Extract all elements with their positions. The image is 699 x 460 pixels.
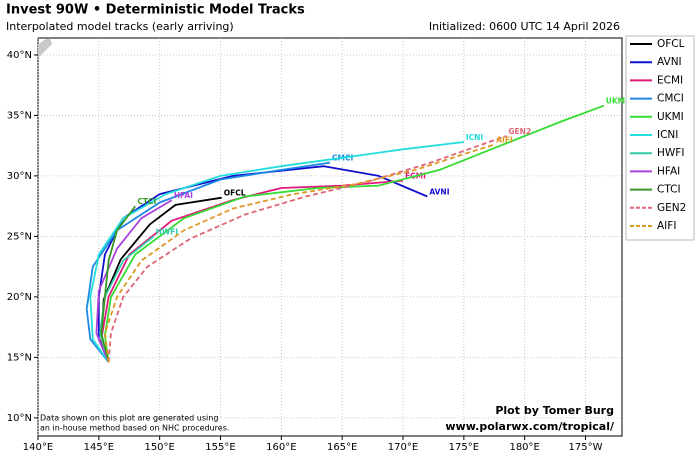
legend-label: UKMI [657, 111, 684, 123]
disclaimer: an in-house method based on NHC procedur… [40, 424, 229, 433]
track-end-label: OFCL [224, 189, 246, 198]
track-line [104, 104, 605, 363]
y-tick-label: 30°N [7, 171, 32, 182]
legend-label: ECMI [657, 74, 683, 86]
y-tick-label: 35°N [7, 110, 32, 121]
track-end-label: AIFI [496, 135, 513, 144]
y-tick-label: 40°N [7, 50, 32, 61]
legend-label: AVNI [657, 56, 682, 68]
track-end-label: GEN2 [508, 127, 531, 136]
track-end-label: CTCI [137, 197, 156, 206]
land [38, 38, 52, 58]
x-tick-label: 160°E [266, 442, 296, 453]
track-line [100, 179, 404, 363]
legend [625, 35, 695, 241]
x-tick-label: 155°E [205, 442, 235, 453]
track-line [104, 143, 495, 363]
y-tick-label: 25°N [7, 231, 32, 242]
chart-subtitle: Interpolated model tracks (early arrivin… [6, 20, 234, 33]
legend-label: HFAI [657, 165, 680, 177]
legend-label: OFCL [657, 38, 685, 50]
track-end-label: ICNI [466, 133, 484, 142]
legend-label: CTCI [657, 184, 681, 196]
x-tick-label: 150°E [144, 442, 174, 453]
chart-title: Invest 90W • Deterministic Model Tracks [6, 3, 305, 18]
legend-label: ICNI [657, 129, 678, 141]
track-end-label: UKMI [606, 97, 628, 106]
track-line [107, 135, 507, 363]
x-tick-label: 180°E [509, 442, 539, 453]
y-tick-label: 20°N [7, 292, 32, 303]
credit: Plot by Tomer Burg [495, 404, 614, 417]
y-tick-label: 10°N [7, 413, 32, 424]
track-line [89, 141, 464, 363]
legend-label: GEN2 [657, 202, 686, 214]
legend-items: OFCL AVNI ECMI CMCI UKMI ICNI HWFI HFAI CTCI GEN2… [630, 38, 686, 232]
x-tick-label: 175°W [569, 442, 603, 453]
track-line [100, 205, 137, 363]
x-tick-label: 175°E [449, 442, 479, 453]
init-time: Initialized: 0600 UTC 14 April 2026 [429, 20, 620, 33]
track-end-label: HFAI [174, 191, 193, 200]
legend-label: AIFI [657, 220, 676, 232]
x-tick-label: 140°E [23, 442, 53, 453]
disclaimer: Data shown on this plot are generated us… [40, 414, 218, 423]
x-tick-label: 165°E [327, 442, 357, 453]
tracks: OFCL AVNIECMICMCIUKMIICNIHWFIHFAICTCIGEN2… [85, 97, 628, 363]
legend-label: HWFI [657, 147, 684, 159]
track-line [97, 165, 428, 363]
x-tick-label: 145°E [84, 442, 114, 453]
track-end-label: HWFI [156, 227, 179, 236]
track-end-label: AVNI [429, 187, 449, 196]
x-tick-label: 170°E [388, 442, 418, 453]
legend-label: CMCI [657, 93, 684, 105]
url: www.polarwx.com/tropical/ [445, 420, 615, 433]
y-tick-label: 15°N [7, 352, 32, 363]
